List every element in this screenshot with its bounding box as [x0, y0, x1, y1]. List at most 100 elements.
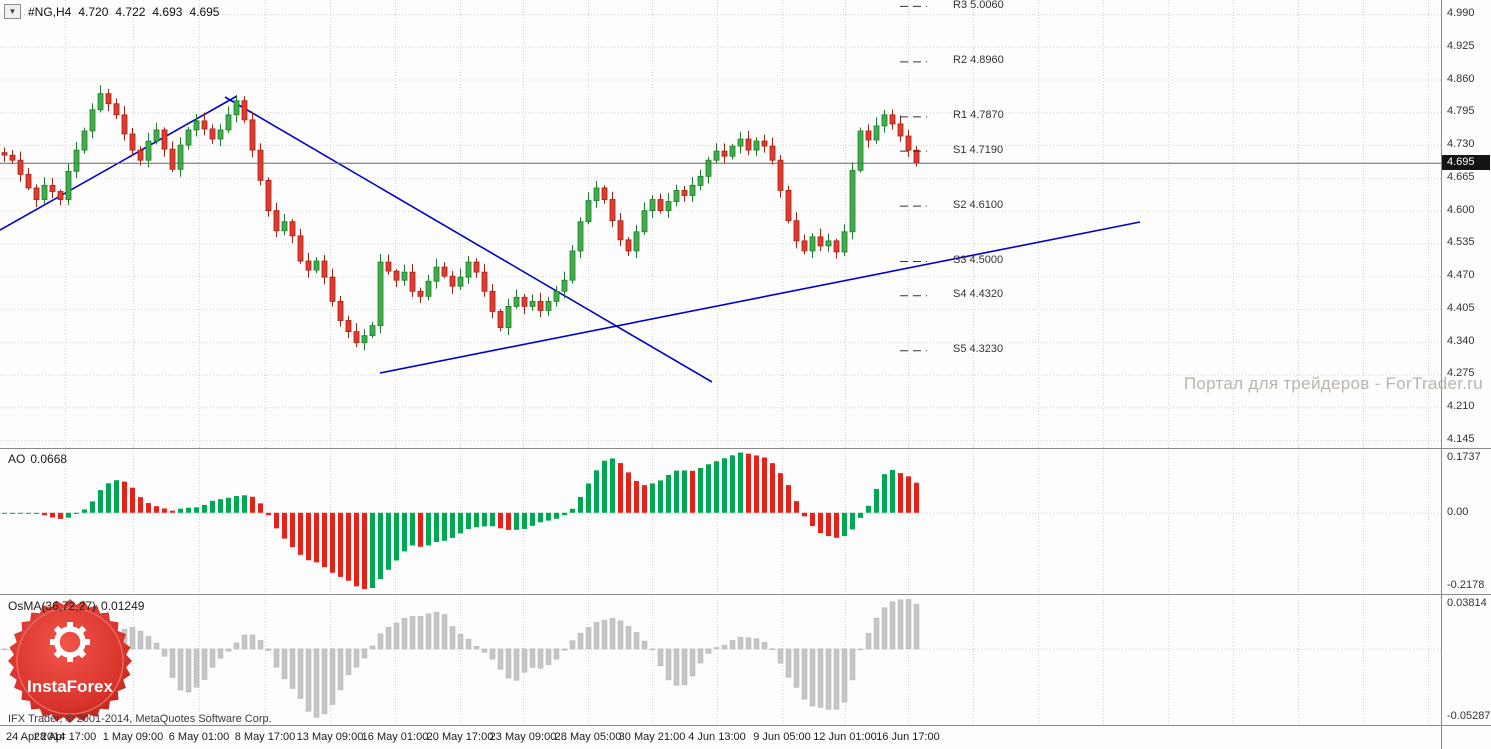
candle-body [1, 152, 8, 156]
ao-bar [82, 509, 87, 513]
osma-bar [649, 648, 656, 651]
ao-bar [818, 512, 823, 534]
price-tick: 4.470 [1447, 269, 1475, 282]
ao-bar [882, 474, 887, 513]
osma-bar [681, 648, 688, 685]
trendlines-layer [0, 95, 1141, 383]
ao-bar [834, 512, 839, 538]
osma-bar [465, 638, 472, 650]
candle-body [321, 260, 328, 278]
osma-bar [145, 636, 152, 650]
ao-histogram [2, 452, 919, 590]
ao-name: AO [8, 452, 26, 466]
candle-body [585, 200, 592, 223]
candle-body [649, 199, 656, 212]
ao-bar [794, 501, 799, 513]
candle-body [673, 190, 680, 202]
osma-bar [537, 648, 544, 669]
osma-bar [553, 648, 560, 660]
osma-bar [481, 648, 488, 653]
candle-body [553, 290, 560, 302]
candle-body [777, 159, 784, 191]
ohlc-open: 4.720 [78, 4, 109, 19]
osma-bar [633, 632, 640, 650]
ao-bar [274, 512, 279, 529]
ao-bar [674, 470, 679, 513]
osma-bar [433, 611, 440, 650]
candle-body [545, 300, 552, 311]
price-tick: 4.535 [1447, 236, 1475, 249]
ao-bar [66, 512, 71, 518]
candle-body [841, 231, 848, 253]
osma-bar [489, 648, 496, 660]
ao-bar [186, 507, 191, 513]
trendline[interactable] [224, 96, 713, 383]
candle-body [361, 335, 368, 344]
osma-bar [657, 648, 664, 667]
osma-bar [561, 648, 568, 651]
ao-bar [634, 481, 639, 513]
candle-body [65, 170, 72, 200]
trendline[interactable] [379, 221, 1141, 374]
osma-bar [753, 638, 760, 650]
candle-body [681, 190, 688, 196]
ao-bar [498, 512, 503, 529]
osma-bar [281, 648, 288, 680]
candle-body [265, 179, 272, 212]
candle-body [161, 129, 168, 150]
candle-body [9, 154, 16, 161]
ao-bar [898, 473, 903, 513]
osma-bar [457, 633, 464, 650]
candle-body [857, 130, 864, 171]
candle-body [473, 261, 480, 273]
osma-bar [793, 648, 800, 688]
candle-body [793, 220, 800, 242]
price-tick: 4.860 [1447, 72, 1475, 85]
ao-tick: 0.00 [1447, 505, 1469, 518]
ao-bar [234, 495, 239, 513]
watermark-text: Портал для трейдеров - ForTrader.ru [1183, 374, 1483, 393]
ao-bar [298, 512, 303, 555]
candle-body [145, 140, 152, 161]
osma-bar [185, 648, 192, 693]
ao-bar [762, 457, 767, 513]
candle-body [729, 145, 736, 157]
osma-bar [817, 648, 824, 708]
osma-bar [585, 627, 592, 650]
ao-bar [242, 495, 247, 513]
osma-bar [401, 618, 408, 650]
candle-body [465, 261, 472, 278]
candle-body [881, 114, 888, 127]
osma-bar [217, 648, 224, 659]
ao-bar [482, 512, 487, 527]
time-tick: 1 May 09:00 [102, 731, 164, 743]
ao-bar [418, 512, 423, 547]
candle-body [169, 148, 176, 170]
ao-bar [402, 512, 407, 552]
price-tick: 4.730 [1447, 138, 1475, 151]
ao-bar [362, 512, 367, 590]
candle-body [273, 210, 280, 232]
candle-body [305, 260, 312, 271]
ao-bar [706, 464, 711, 513]
candle-body [345, 320, 352, 333]
candle-body [353, 331, 360, 344]
badge-label: InstaForex [27, 677, 114, 696]
osma-bar [441, 614, 448, 650]
osma-bar [305, 648, 312, 712]
symbol-dropdown-icon[interactable]: ▼ [4, 4, 21, 19]
ao-bar [322, 512, 327, 568]
ao-bar [218, 499, 223, 513]
osma-bar [265, 648, 272, 651]
ao-bar [314, 512, 319, 563]
ao-bar [106, 483, 111, 513]
osma-bar [513, 648, 520, 681]
candle-body [369, 325, 376, 337]
time-tick: 23 May 09:00 [489, 731, 557, 743]
candle-body [425, 280, 432, 297]
ao-bar [442, 512, 447, 541]
candle-body [633, 231, 640, 252]
candle-body [889, 114, 896, 125]
osma-bar [473, 645, 480, 650]
